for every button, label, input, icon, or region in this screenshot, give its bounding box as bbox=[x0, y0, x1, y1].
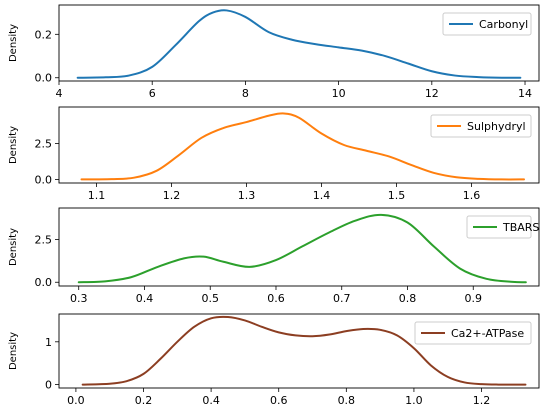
x-tick-label: 1.2 bbox=[473, 394, 491, 407]
y-tick-label: 0.0 bbox=[35, 276, 53, 289]
x-tick-label: 0.4 bbox=[202, 394, 220, 407]
y-tick-label: 0.0 bbox=[35, 173, 53, 186]
subplot-4: 0.0 0.2 0.4 0.6 0.8 1.0 1.2 0 1 Density Ca2+-ATPas… bbox=[8, 313, 540, 407]
legend-label: Ca2+-ATPase bbox=[451, 327, 524, 340]
axes-frame bbox=[58, 4, 540, 82]
legend: Sulphydryl bbox=[430, 114, 532, 138]
series-line-sulphydryl bbox=[80, 112, 525, 181]
subplot-3: 0.3 0.4 0.5 0.6 0.7 0.8 0.9 0.0 2.5 Density TBARS bbox=[8, 207, 540, 305]
y-axis-label: Density bbox=[8, 228, 19, 266]
legend-label: TBARS bbox=[502, 221, 539, 234]
x-tick-label: 1.0 bbox=[405, 394, 423, 407]
x-tick-label: 1.3 bbox=[238, 189, 256, 202]
y-tick-label: 0.0 bbox=[35, 72, 53, 85]
series-line-ca2-atpase bbox=[81, 315, 527, 386]
y-tick-label: 1 bbox=[45, 336, 52, 349]
legend-box bbox=[414, 321, 532, 345]
y-tick-label: 2.5 bbox=[35, 234, 53, 247]
x-tick-label: 0.3 bbox=[70, 292, 88, 305]
y-tick-label: 0 bbox=[45, 379, 52, 392]
legend: TBARS bbox=[466, 215, 539, 239]
x-tick-label: 8 bbox=[242, 87, 249, 100]
x-tick-label: 1.2 bbox=[163, 189, 181, 202]
axes-frame bbox=[58, 207, 540, 287]
legend: Ca2+-ATPase bbox=[414, 321, 532, 345]
x-tick-label: 0.8 bbox=[338, 394, 356, 407]
x-tick-label: 0.0 bbox=[67, 394, 85, 407]
x-tick-label: 14 bbox=[518, 87, 532, 100]
series-line-carbonyl bbox=[76, 9, 522, 79]
y-axis-label: Density bbox=[8, 126, 19, 164]
x-tick-label: 0.4 bbox=[136, 292, 154, 305]
x-tick-label: 0.2 bbox=[135, 394, 153, 407]
x-tick-label: 0.5 bbox=[201, 292, 219, 305]
legend: Carbonyl bbox=[442, 12, 532, 36]
subplot-1: 4 6 8 10 12 14 0.0 0.2 Density Carbonyl bbox=[8, 4, 540, 100]
legend-box bbox=[442, 12, 532, 36]
axes-frame bbox=[58, 313, 540, 389]
x-tick-label: 12 bbox=[425, 87, 439, 100]
axes-frame bbox=[58, 106, 540, 184]
y-tick-label: 0.2 bbox=[35, 28, 53, 41]
x-tick-label: 1.4 bbox=[313, 189, 331, 202]
x-tick-label: 10 bbox=[332, 87, 346, 100]
x-tick-label: 0.6 bbox=[270, 394, 288, 407]
x-tick-label: 6 bbox=[149, 87, 156, 100]
subplot-2: 1.1 1.2 1.3 1.4 1.5 1.6 0.0 2.5 Density Sulphydry… bbox=[8, 106, 540, 202]
x-tick-label: 1.6 bbox=[463, 189, 481, 202]
x-tick-label: 1.5 bbox=[388, 189, 406, 202]
legend-label: Carbonyl bbox=[479, 18, 528, 31]
y-tick-label: 2.5 bbox=[35, 138, 53, 151]
x-tick-label: 0.9 bbox=[464, 292, 482, 305]
legend-box bbox=[430, 114, 532, 138]
y-axis-label: Density bbox=[8, 24, 19, 62]
x-tick-label: 4 bbox=[56, 87, 63, 100]
x-tick-label: 1.1 bbox=[88, 189, 106, 202]
y-axis-label: Density bbox=[8, 332, 19, 370]
x-tick-label: 0.6 bbox=[267, 292, 285, 305]
legend-label: Sulphydryl bbox=[467, 120, 526, 133]
legend-box bbox=[466, 215, 532, 239]
x-tick-label: 0.7 bbox=[333, 292, 351, 305]
x-tick-label: 0.8 bbox=[399, 292, 417, 305]
series-line-tbars bbox=[77, 213, 527, 284]
